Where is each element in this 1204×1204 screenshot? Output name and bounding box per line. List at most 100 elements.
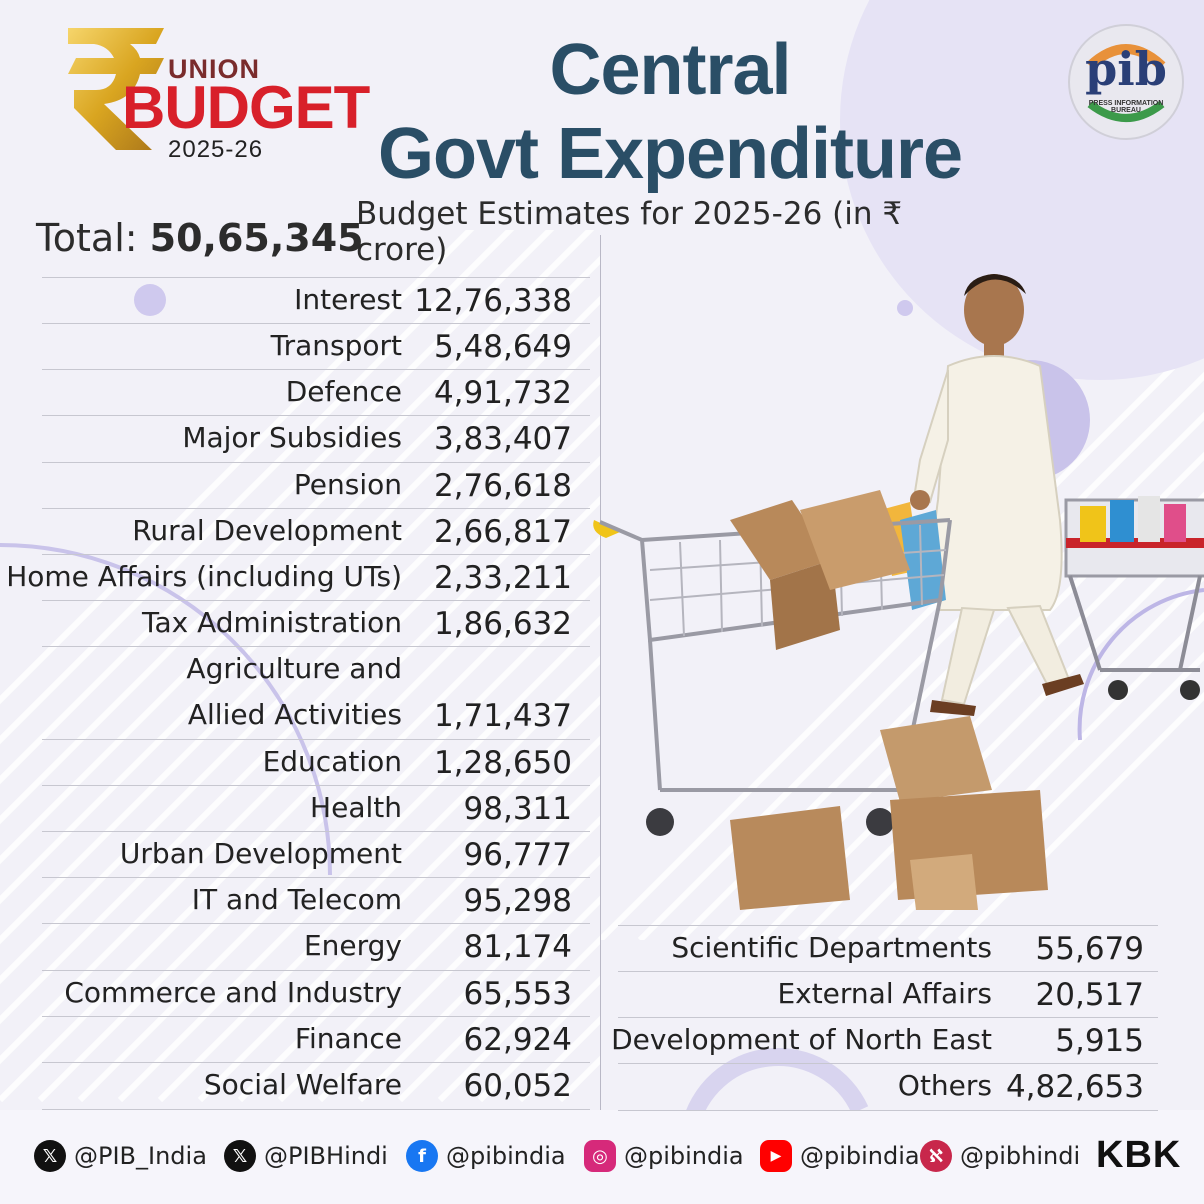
row-label: External Affairs [777, 977, 992, 1010]
total-amount: Total: 50,65,345 [36, 216, 364, 260]
union-budget-logo: UNION BUDGET 2025-26 [60, 24, 370, 174]
table-row: Pension 2,76,618 [42, 462, 590, 509]
pib-seal: pib PRESS INFORMATION BUREAU [1068, 24, 1184, 140]
row-label: Energy [303, 929, 402, 962]
row-label: Development of North East [611, 1023, 992, 1056]
social-link-youtube[interactable]: ▶ @pibindia [760, 1136, 920, 1176]
row-value: 55,679 [1035, 931, 1144, 967]
pib-seal-text: pib [1085, 42, 1167, 96]
row-label: Finance [294, 1022, 402, 1055]
table-row: Development of North East 5,915 [611, 1017, 1158, 1064]
row-label: Defence [285, 375, 402, 408]
x-icon: 𝕏 [224, 1140, 256, 1172]
table-row: Transport 5,48,649 [42, 323, 590, 370]
row-label: Education [262, 745, 402, 778]
logo-year-text: 2025-26 [168, 136, 264, 163]
table-row: Rural Development 2,66,817 [42, 508, 590, 555]
table-row: Home Affairs (including UTs) 2,33,211 [6, 554, 590, 601]
row-value: 12,76,338 [414, 283, 572, 319]
page-subtitle: Budget Estimates for 2025-26 (in ₹ crore… [356, 196, 903, 268]
page-title: Central Govt Expenditure [360, 28, 980, 196]
row-value: 4,91,732 [433, 375, 572, 411]
row-label: Tax Administration [142, 606, 402, 639]
row-label: Commerce and Industry [64, 976, 402, 1009]
row-label: Agriculture and [186, 652, 402, 685]
cardboard-boxes [730, 716, 1048, 910]
row-value: 62,924 [463, 1022, 572, 1058]
row-label: IT and Telecom [191, 883, 402, 916]
row-value: 2,33,211 [433, 560, 572, 596]
social-handle: @pibindia [624, 1142, 744, 1170]
table-row: Urban Development 96,777 [42, 831, 590, 878]
facebook-icon: f [406, 1140, 438, 1172]
row-value: 95,298 [463, 883, 572, 919]
social-handle: @PIBHindi [264, 1142, 388, 1170]
row-value: 1,28,650 [433, 745, 572, 781]
row-value: 60,052 [463, 1068, 572, 1104]
table-row: Defence 4,91,732 [42, 369, 590, 416]
row-value: 96,777 [463, 837, 572, 873]
row-value: 2,76,618 [433, 468, 572, 504]
pib-emblem-icon [1086, 44, 1166, 122]
row-label: Others [897, 1069, 992, 1102]
rupee-icon [68, 28, 164, 150]
total-value: 50,65,345 [149, 216, 364, 260]
table-row: External Affairs 20,517 [618, 971, 1158, 1018]
shopping-illustration [593, 274, 1204, 910]
logo-budget-text: BUDGET [122, 74, 370, 141]
table-row: Finance 62,924 [42, 1016, 590, 1063]
row-label-line-2: Allied Activities [187, 698, 402, 731]
instagram-icon: ◎ [584, 1140, 616, 1172]
row-label: Home Affairs (including UTs) [6, 560, 402, 593]
social-handle: @PIB_India [74, 1142, 207, 1170]
row-value: 20,517 [1035, 977, 1144, 1013]
social-link-instagram[interactable]: ◎ @pibindia [584, 1136, 744, 1176]
row-label: Major Subsidies [182, 421, 402, 454]
row-label: Rural Development [132, 514, 402, 547]
social-link-facebook[interactable]: f @pibindia [406, 1136, 566, 1176]
row-value: 65,553 [463, 976, 572, 1012]
social-link-koo[interactable]: ℵ @pibhindi [920, 1136, 1080, 1176]
table-row: Energy 81,174 [42, 923, 590, 970]
total-label: Total: [36, 216, 138, 260]
social-link-x-pib-hindi[interactable]: 𝕏 @PIBHindi [224, 1136, 388, 1176]
logo-union-text: UNION [168, 54, 260, 84]
red-cart-icon [1064, 496, 1204, 700]
row-label: Interest [294, 283, 402, 316]
title-line-1: Central [549, 30, 791, 110]
row-value: 2,66,817 [433, 514, 572, 550]
kbk-tag: KBK [1096, 1134, 1182, 1176]
row-value: 3,83,407 [433, 421, 572, 457]
table-row: Education 1,28,650 [42, 739, 590, 786]
social-handle: @pibhindi [960, 1142, 1081, 1170]
row-value: 98,311 [463, 791, 572, 827]
man-figure [910, 274, 1084, 716]
social-handle: @pibindia [446, 1142, 566, 1170]
row-value: 4,82,653 [1005, 1069, 1144, 1105]
row-label: Social Welfare [203, 1068, 402, 1101]
social-handle: @pibindia [800, 1142, 920, 1170]
table-row: Tax Administration 1,86,632 [42, 600, 590, 647]
row-value: 5,915 [1055, 1023, 1144, 1059]
table-row: Health 98,311 [42, 785, 590, 832]
row-value: 1,86,632 [433, 606, 572, 642]
social-link-x-pib-india[interactable]: 𝕏 @PIB_India [34, 1136, 207, 1176]
kooapp-icon: ℵ [920, 1140, 952, 1172]
row-label: Transport [270, 329, 402, 362]
row-label: Pension [293, 468, 402, 501]
table-row: IT and Telecom 95,298 [42, 877, 590, 924]
pib-seal-caption: PRESS INFORMATION BUREAU [1088, 100, 1164, 114]
row-value: 81,174 [463, 929, 572, 965]
row-label: Health [310, 791, 402, 824]
table-row: Major Subsidies 3,83,407 [42, 415, 590, 462]
main-cart-icon [593, 490, 952, 836]
row-label: Urban Development [119, 837, 402, 870]
table-row: Commerce and Industry 65,553 [42, 970, 590, 1017]
column-divider [600, 235, 601, 1110]
social-footer: 𝕏 @PIB_India 𝕏 @PIBHindi f @pibindia ◎ @… [0, 1128, 1204, 1184]
table-row: Social Welfare 60,052 [42, 1062, 590, 1110]
row-label: Scientific Departments [671, 931, 992, 964]
table-row: Others 4,82,653 [618, 1063, 1158, 1111]
table-row: Interest 12,76,338 [42, 277, 590, 324]
x-icon: 𝕏 [34, 1140, 66, 1172]
